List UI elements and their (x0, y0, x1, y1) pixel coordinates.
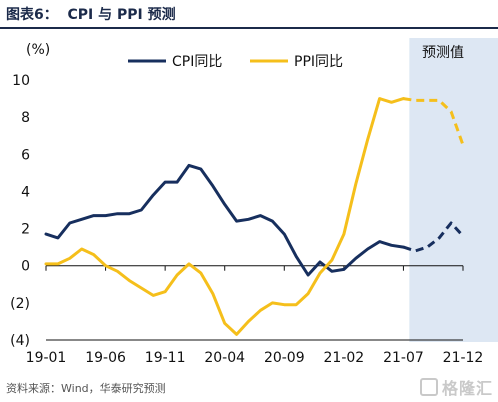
y-tick-label: 0 (21, 259, 30, 275)
x-tick-label: 19-11 (145, 350, 186, 366)
forecast-label: 预测值 (422, 45, 464, 61)
series-forecast-ppi (403, 97, 465, 146)
y-tick-label: 4 (21, 184, 30, 200)
forecast-shade (409, 38, 498, 342)
x-tick-label: 19-01 (26, 350, 67, 366)
chart-series (44, 97, 465, 336)
watermark-text: 格隆汇 (442, 379, 494, 398)
chart-legend: CPI同比 PPI同比 (128, 54, 343, 70)
y-tick-label: (2) (10, 296, 30, 312)
chart-axes: 19-01 19-06 19-11 20-04 20-09 21-02 21-07 21-12… (10, 73, 483, 366)
y-tick-label: 2 (21, 222, 30, 238)
forecast-region: 预测值 (409, 38, 498, 342)
x-tick-label: 21-07 (383, 350, 424, 366)
watermark-logo-icon (420, 378, 438, 396)
y-tick-label: (4) (10, 333, 30, 349)
series-line-cpi (44, 163, 405, 277)
source-note: 资料来源：Wind，华泰研究预测 (6, 382, 166, 395)
title-rule (0, 27, 498, 29)
y-tick-label: 10 (12, 73, 30, 89)
x-tick-label: 21-12 (443, 350, 484, 366)
x-tick-label: 19-06 (85, 350, 126, 366)
x-tick-label: 21-02 (324, 350, 365, 366)
chart-title: 图表6： CPI 与 PPI 预测 (6, 7, 176, 23)
watermark: 格隆汇 (420, 375, 493, 399)
x-tick-label: 20-09 (264, 350, 305, 366)
x-tick-label: 20-04 (204, 350, 245, 366)
series-line-ppi (44, 97, 405, 336)
y-tick-label: 8 (21, 110, 30, 126)
y-unit-label: (%) (26, 42, 51, 58)
legend-label: PPI同比 (294, 54, 343, 70)
legend-label: CPI同比 (172, 54, 222, 70)
y-tick-label: 6 (21, 147, 30, 163)
series-forecast-cpi (402, 221, 465, 253)
